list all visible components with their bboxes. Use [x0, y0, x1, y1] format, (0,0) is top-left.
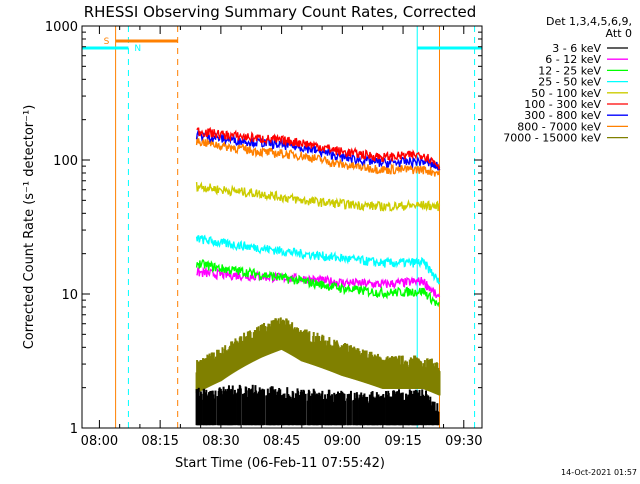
legend-entry-label: 50 - 100 keV: [531, 87, 601, 100]
y-tick-label: 1000: [45, 20, 78, 35]
legend-entry-label: 3 - 6 keV: [552, 42, 601, 55]
axes-layer: 1 10 100 1000 08:00 08:15 08:30 08:45 09:00 09:15…: [45, 20, 483, 449]
legend-entry-label: 300 - 800 keV: [524, 109, 601, 122]
y-axis-label: Corrected Count Rate (s⁻¹ detector⁻¹): [22, 105, 37, 350]
x-axis-label: Start Time (06-Feb-11 07:55:42): [175, 456, 385, 471]
legend-entry-label: 7000 - 15000 keV: [503, 132, 601, 145]
legend-header-line: Det 1,3,4,5,6,9,: [546, 15, 632, 28]
x-tick-label: 09:00: [324, 434, 361, 449]
flag-layer: SN: [81, 26, 482, 428]
series-line: [195, 135, 441, 177]
x-tick-label: 09:15: [384, 434, 421, 449]
chart-title: RHESSI Observing Summary Count Rates, Co…: [84, 3, 477, 21]
x-tick-label: 08:45: [263, 434, 300, 449]
legend-entry-label: 6 - 12 keV: [545, 53, 601, 66]
series-line: [196, 126, 441, 170]
series-line: [195, 259, 440, 308]
legend-entry-label: 25 - 50 keV: [538, 76, 601, 89]
series-6-12keV: [196, 266, 441, 299]
legend-entry-label: 800 - 7000 keV: [517, 120, 601, 133]
series-layer: [195, 126, 441, 426]
legend-entry-label: 100 - 300 keV: [524, 98, 601, 111]
x-tick-label: 08:00: [81, 434, 118, 449]
x-tick-label: 08:15: [141, 434, 178, 449]
timestamp: 14-Oct-2021 01:57: [561, 468, 637, 477]
y-tick-label: 10: [61, 288, 78, 303]
legend-entry-label: 12 - 25 keV: [538, 64, 601, 77]
series-800-7000keV: [195, 135, 441, 177]
saa-flag-label: S: [104, 37, 110, 47]
series-line: [195, 234, 441, 285]
series-100-300keV: [196, 126, 441, 170]
legend-header-line: Att 0: [606, 27, 632, 40]
series-3-6keV: [195, 384, 440, 426]
x-tick-label: 09:30: [445, 434, 482, 449]
series-line: [195, 181, 441, 212]
series-line: [196, 266, 441, 299]
night-flag-label: N: [134, 44, 141, 54]
series-12-25keV: [195, 259, 440, 308]
series-50-100keV: [195, 181, 441, 212]
series-25-50keV: [195, 234, 441, 285]
y-tick-label: 100: [53, 154, 78, 169]
series-7000-15000keV: [195, 317, 441, 396]
x-tick-label: 08:30: [202, 434, 239, 449]
y-tick-label: 1: [70, 422, 78, 437]
